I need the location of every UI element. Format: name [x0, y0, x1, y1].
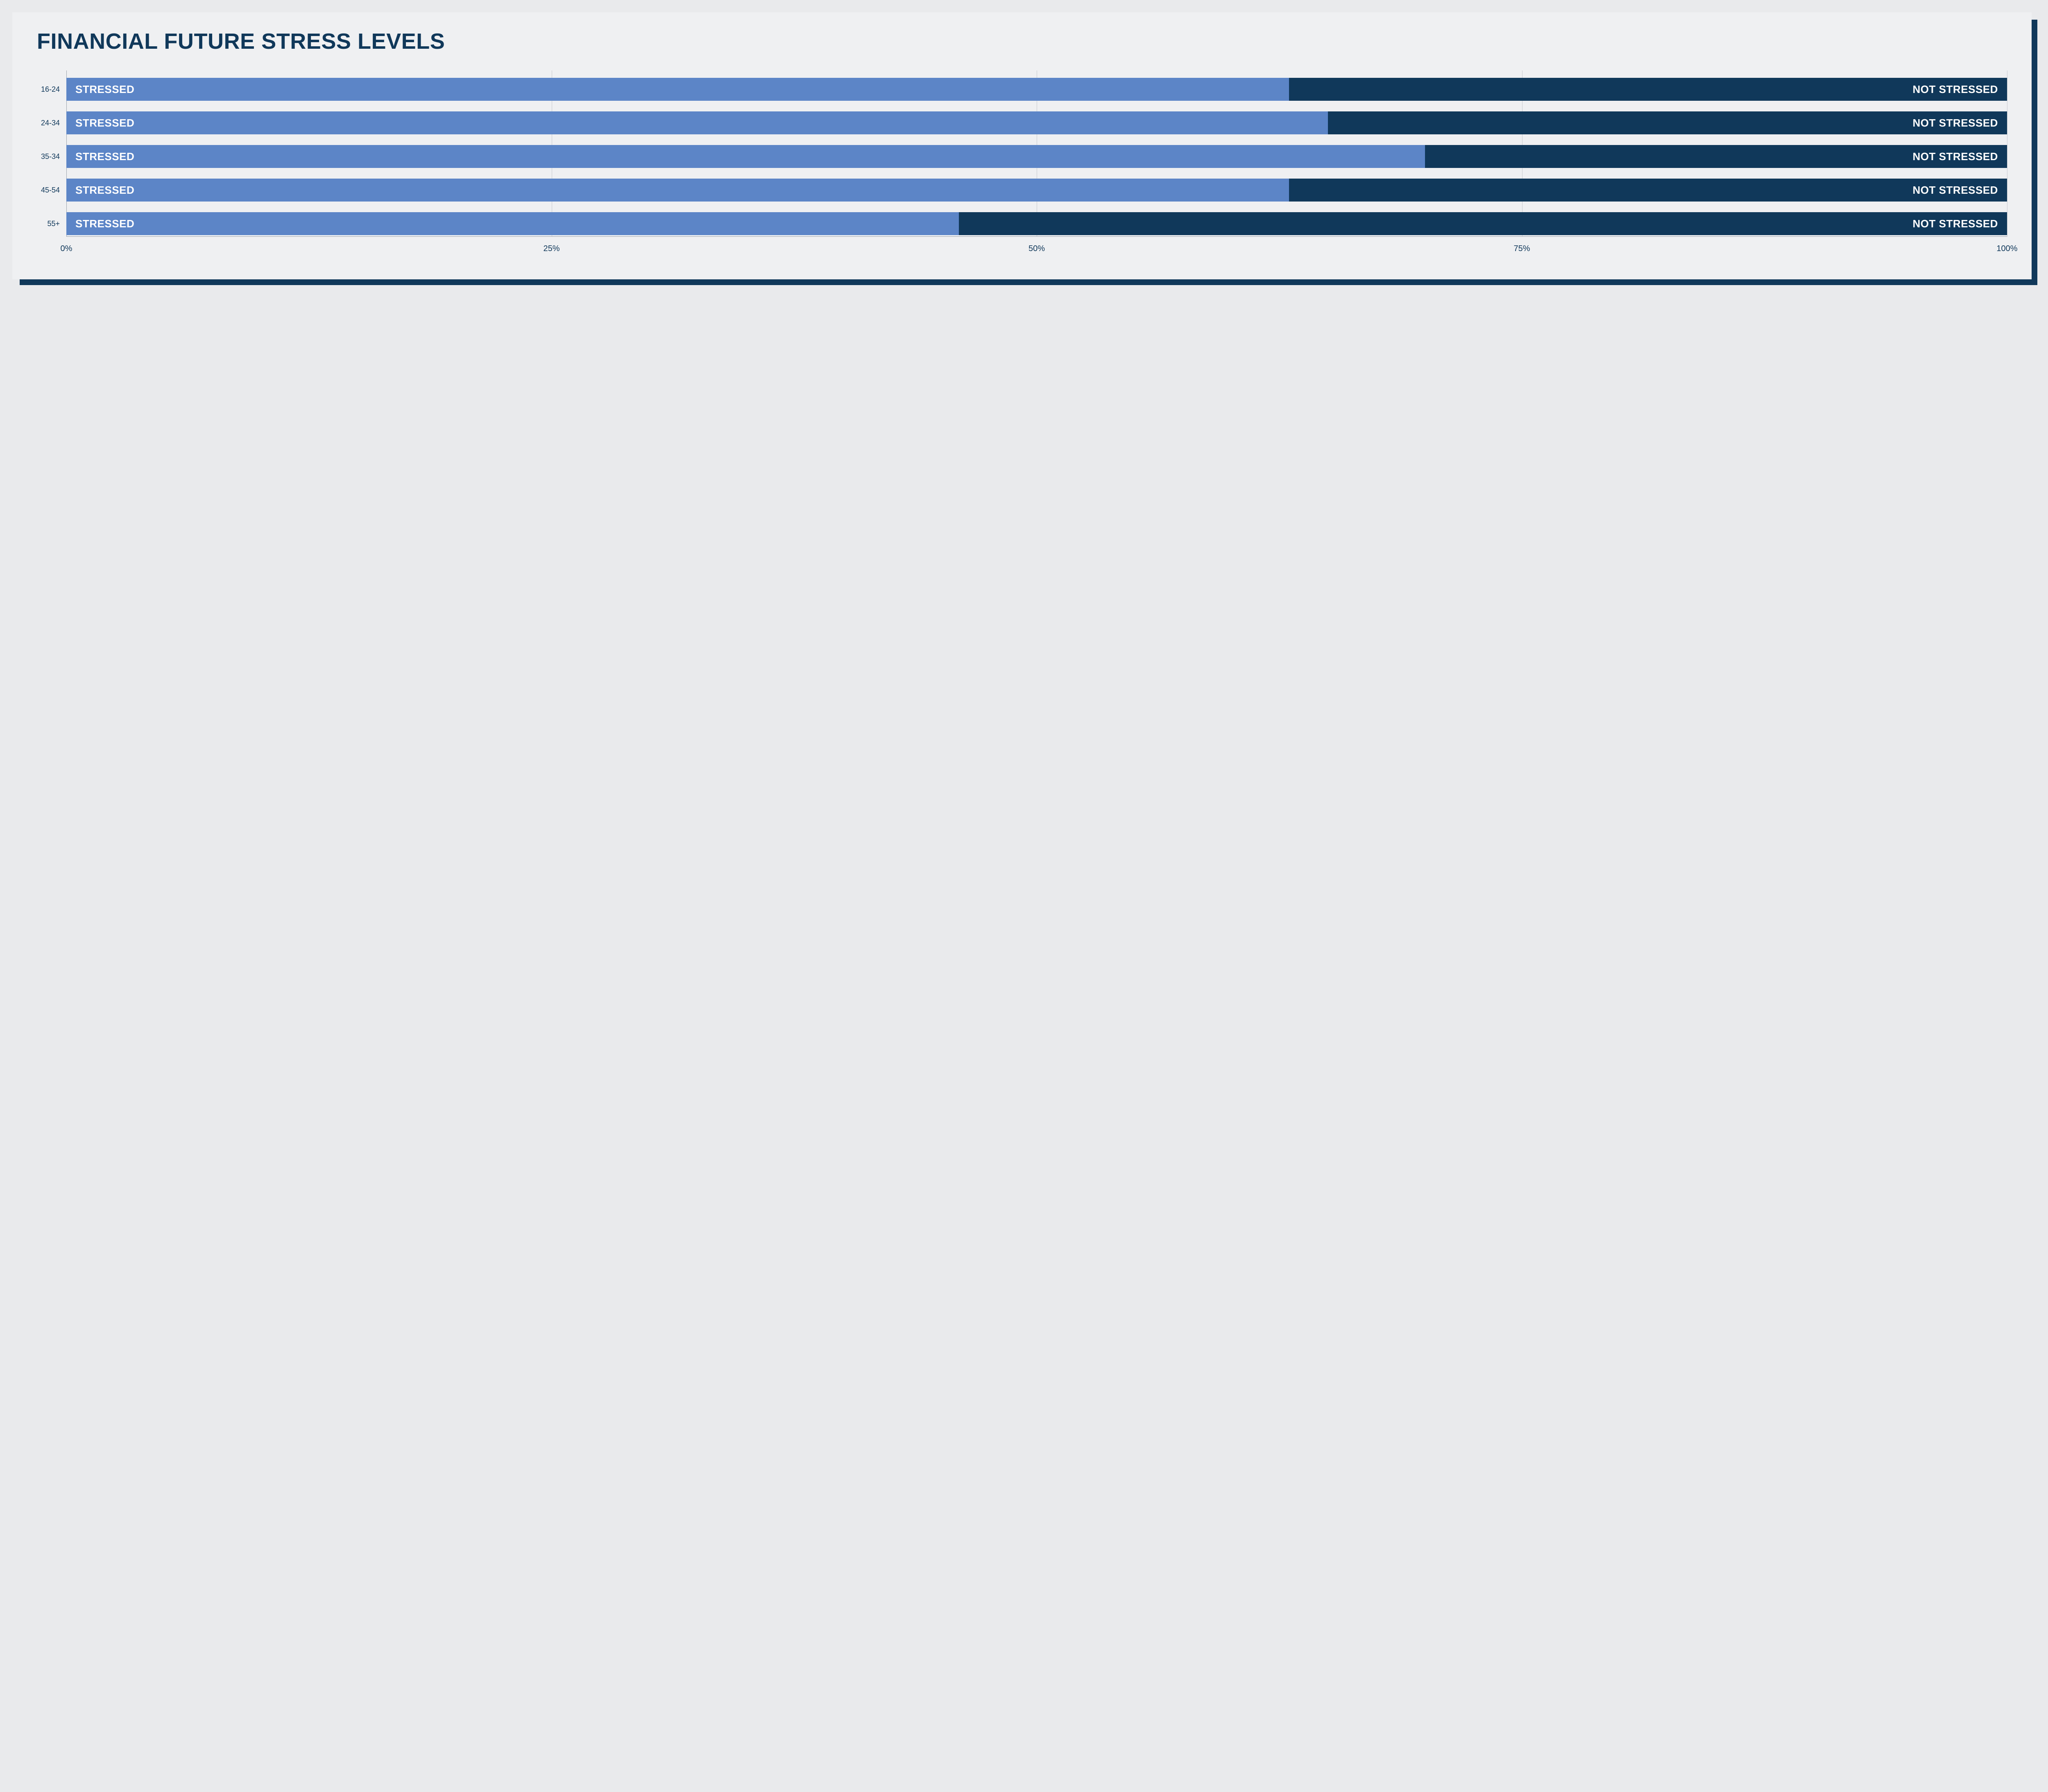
x-axis-tick-label: 100% — [1996, 244, 2017, 254]
x-axis-tick-label: 25% — [543, 244, 560, 254]
chart-title: FINANCIAL FUTURE STRESS LEVELS — [37, 29, 2007, 54]
bar-segment-stressed: STRESSED — [66, 78, 1289, 101]
y-axis-label: 55+ — [37, 212, 60, 235]
bar-segment-not-stressed: NOT STRESSED — [1328, 111, 2007, 134]
x-axis-tick-label: 75% — [1513, 244, 1530, 254]
bar-segment-not-stressed: NOT STRESSED — [1289, 179, 2007, 202]
bar-segment-stressed: STRESSED — [66, 145, 1425, 168]
y-axis-label: 45-54 — [37, 179, 60, 202]
y-axis-label: 16-24 — [37, 78, 60, 101]
bar-segment-not-stressed: NOT STRESSED — [959, 212, 2007, 235]
chart-card: FINANCIAL FUTURE STRESS LEVELS 16-24 24-3… — [12, 12, 2032, 279]
chart-card-wrap: FINANCIAL FUTURE STRESS LEVELS 16-24 24-3… — [12, 12, 2032, 279]
y-axis-labels: 16-24 24-34 35-34 45-54 55+ — [37, 70, 66, 237]
bar-row: STRESSEDNOT STRESSED — [66, 179, 2007, 202]
chart-area: 16-2424-3435-3445-5455+ STRESSEDNOT STRE… — [37, 70, 2007, 237]
bar-segment-stressed: STRESSED — [66, 212, 959, 235]
y-axis-label: 35-34 — [37, 145, 60, 168]
x-axis-tick-label: 50% — [1029, 244, 1045, 254]
bar-row: STRESSEDNOT STRESSED — [66, 111, 2007, 134]
bar-row: STRESSEDNOT STRESSED — [66, 145, 2007, 168]
bar-row: STRESSEDNOT STRESSED — [66, 78, 2007, 101]
bars-container: STRESSEDNOT STRESSEDSTRESSEDNOT STRESSED… — [66, 70, 2007, 237]
bar-segment-stressed: STRESSED — [66, 111, 1328, 134]
bar-row: STRESSEDNOT STRESSED — [66, 212, 2007, 235]
bar-segment-not-stressed: NOT STRESSED — [1425, 145, 2007, 168]
x-axis: 0%25%50%75%100% — [66, 244, 2007, 255]
bar-segment-not-stressed: NOT STRESSED — [1289, 78, 2007, 101]
bar-segment-stressed: STRESSED — [66, 179, 1289, 202]
x-axis-tick-label: 0% — [61, 244, 72, 254]
plot-area: STRESSEDNOT STRESSEDSTRESSEDNOT STRESSED… — [66, 70, 2007, 237]
y-axis-label: 24-34 — [37, 111, 60, 134]
